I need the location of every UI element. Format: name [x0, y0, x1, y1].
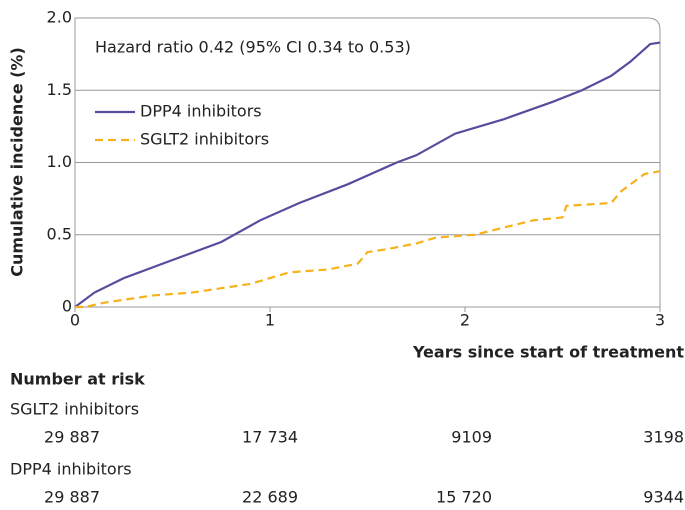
x-tick-label: 2 — [460, 311, 470, 330]
risk-count: 3198 — [643, 428, 684, 447]
risk-count: 29 887 — [44, 488, 100, 507]
y-tick-label: 0 — [62, 297, 72, 316]
series-line — [74, 41, 661, 308]
series-line — [75, 170, 661, 309]
x-tick-label: 1 — [265, 311, 275, 330]
x-tick-label: 3 — [655, 311, 665, 330]
legend-label: DPP4 inhibitors — [140, 102, 262, 121]
y-tick-label: 0.5 — [47, 224, 72, 243]
risk-group-name: SGLT2 inhibitors — [10, 400, 139, 419]
risk-count: 9109 — [451, 428, 492, 447]
risk-table-title: Number at risk — [10, 370, 145, 389]
y-tick-label: 1.0 — [47, 152, 72, 171]
y-tick-label: 1.5 — [47, 80, 72, 99]
risk-count: 22 689 — [242, 488, 298, 507]
plot-frame — [74, 17, 661, 308]
annotation: Hazard ratio 0.42 (95% CI 0.34 to 0.53) — [95, 38, 411, 57]
risk-count: 17 734 — [242, 428, 298, 447]
y-axis-label: Cumulative incidence (%) — [8, 47, 27, 277]
x-tick-label: 0 — [70, 311, 80, 330]
risk-group-name: DPP4 inhibitors — [10, 460, 132, 479]
legend-label: SGLT2 inhibitors — [140, 130, 269, 149]
x-axis-label: Years since start of treatment — [412, 343, 684, 362]
risk-count: 29 887 — [44, 428, 100, 447]
y-tick-label: 2.0 — [47, 8, 72, 27]
risk-count: 15 720 — [436, 488, 492, 507]
risk-count: 9344 — [643, 488, 684, 507]
